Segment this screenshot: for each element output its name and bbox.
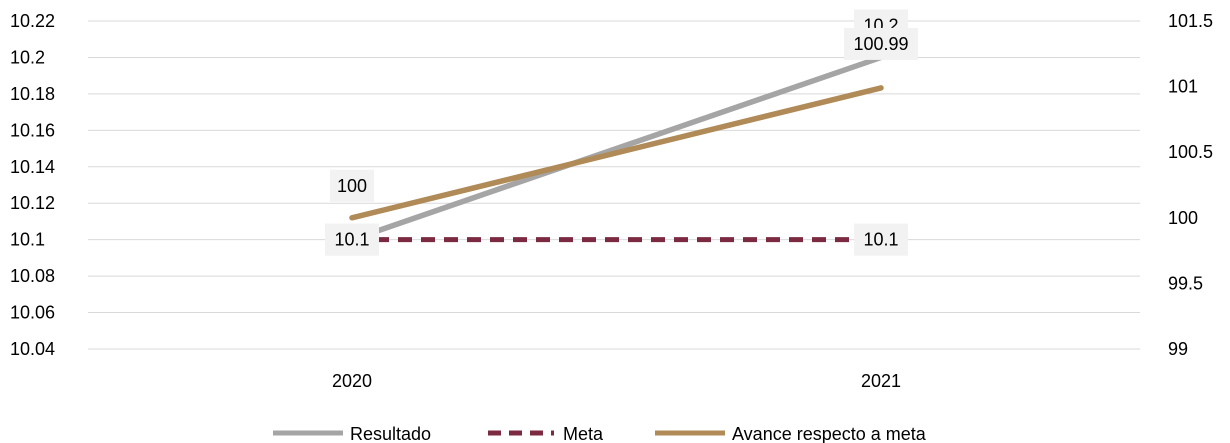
data-label-box <box>844 27 918 60</box>
right-tick-label: 100.5 <box>1168 142 1213 162</box>
left-tick-label: 10.04 <box>10 339 55 359</box>
data-label-box <box>854 223 908 256</box>
legend-label: Resultado <box>350 424 431 443</box>
data-label-box <box>325 223 379 256</box>
gridlines <box>88 20 1140 350</box>
series-lines <box>349 54 884 243</box>
left-tick-label: 10.1 <box>10 230 45 250</box>
legend: Resultado Meta Avance respecto a meta <box>273 424 927 443</box>
right-tick-label: 99.5 <box>1168 273 1203 293</box>
x-tick-label: 2021 <box>861 371 901 391</box>
left-tick-label: 10.22 <box>10 11 55 31</box>
left-tick-label: 10.08 <box>10 266 55 286</box>
right-axis-tick-labels: 101.5 101 100.5 100 99.5 99 <box>1168 11 1213 359</box>
left-tick-label: 10.12 <box>10 193 55 213</box>
series-line-resultado <box>349 54 884 243</box>
legend-label: Avance respecto a meta <box>732 424 927 443</box>
x-tick-label: 2020 <box>332 371 372 391</box>
data-label: 10.1 <box>334 230 369 250</box>
right-tick-label: 100 <box>1168 208 1198 228</box>
legend-label: Meta <box>563 424 604 443</box>
right-tick-label: 101.5 <box>1168 11 1213 31</box>
left-tick-label: 10.06 <box>10 303 55 323</box>
left-tick-label: 10.2 <box>10 47 45 67</box>
right-tick-label: 101 <box>1168 77 1198 97</box>
left-tick-label: 10.16 <box>10 120 55 140</box>
left-axis-tick-labels: 10.22 10.2 10.18 10.16 10.14 10.12 10.1 10.08 10… <box>10 11 55 359</box>
data-label: 10.1 <box>863 230 898 250</box>
data-label: 100.99 <box>853 34 908 54</box>
left-tick-label: 10.18 <box>10 84 55 104</box>
x-axis-tick-labels: 2020 2021 <box>332 371 901 391</box>
right-tick-label: 99 <box>1168 339 1188 359</box>
left-tick-label: 10.14 <box>10 157 55 177</box>
data-label: 100 <box>337 176 367 196</box>
series-line-avance-respecto-a-meta <box>349 85 884 221</box>
data-label-box <box>330 169 374 202</box>
